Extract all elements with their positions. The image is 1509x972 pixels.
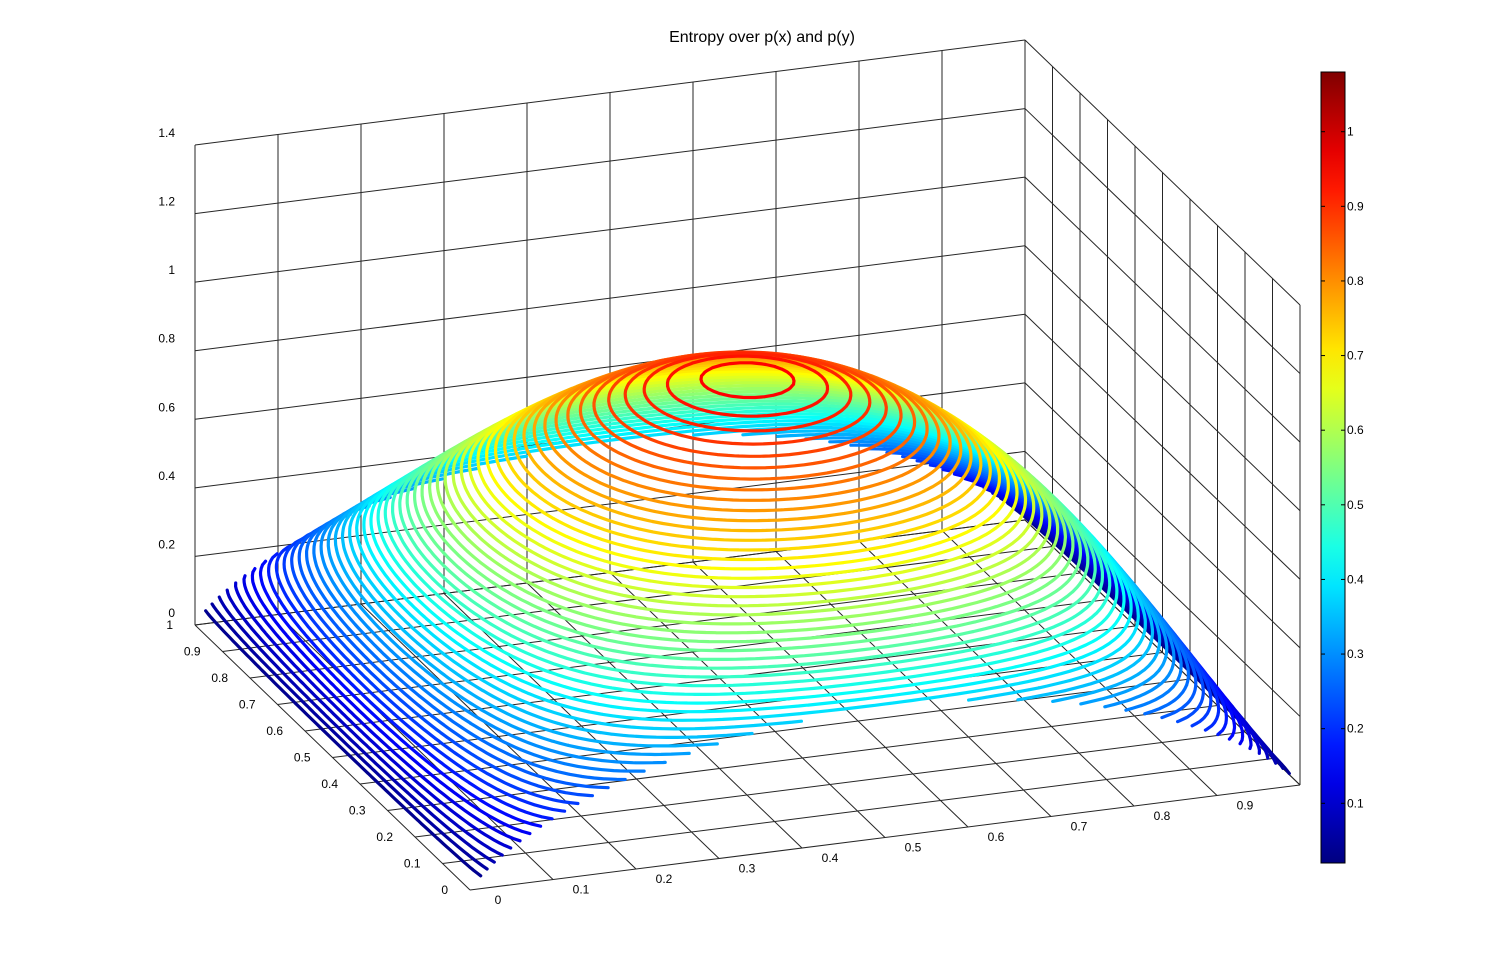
y-tick-label: 0 bbox=[441, 883, 448, 897]
colorbar-gradient bbox=[1320, 71, 1346, 864]
z-tick-label: 1 bbox=[168, 263, 175, 277]
y-tick-label: 0.7 bbox=[239, 698, 256, 712]
contour-level bbox=[420, 392, 1075, 644]
contour-level bbox=[398, 402, 1097, 670]
tick-labels: 0 0.1 0.2 0.3 0.4 0.5 0.6 0.7 0.8 0.9 0 0.1 0.2 0.3 0.… bbox=[158, 126, 1253, 907]
z-tick-label: 0.4 bbox=[158, 469, 175, 483]
z-tick-label: 0.6 bbox=[158, 400, 175, 414]
colorbar-tick-label: 0.7 bbox=[1347, 349, 1364, 363]
x-tick-label: 0.8 bbox=[1154, 809, 1171, 823]
wall-x1-horizontal bbox=[1024, 176, 1301, 443]
contour-level bbox=[642, 351, 853, 433]
axes-grid bbox=[194, 39, 1301, 891]
contour-level bbox=[362, 419, 1133, 714]
wall-y1-horizontal bbox=[194, 108, 1026, 215]
wall-y1-horizontal bbox=[194, 176, 1026, 283]
y-tick-label: 0.4 bbox=[321, 777, 338, 791]
floor-gridline-y bbox=[332, 652, 1163, 758]
z-tick-label: 1.2 bbox=[158, 195, 175, 209]
z-tick-label: 0.8 bbox=[158, 332, 175, 346]
x-tick-label: 0.1 bbox=[573, 883, 590, 897]
floor-gridline-y bbox=[277, 599, 1108, 705]
colorbar-tick-label: 0.5 bbox=[1347, 498, 1364, 512]
floor-gridline-x bbox=[941, 530, 1218, 796]
y-tick-label: 0.6 bbox=[266, 724, 283, 738]
colorbar-tick-label: 0.3 bbox=[1347, 647, 1364, 661]
wall-x1-horizontal bbox=[1024, 451, 1301, 717]
x-tick-label: 0.9 bbox=[1237, 799, 1254, 813]
colorbar: 0.1 0.2 0.3 0.4 0.5 0.6 0.7 0.8 0.9 1 bbox=[1320, 71, 1364, 864]
x-tick-label: 0.6 bbox=[988, 830, 1005, 844]
wall-y1-horizontal bbox=[194, 245, 1026, 352]
contour-level bbox=[665, 354, 830, 418]
y-tick-label: 1 bbox=[166, 618, 173, 632]
wall-x1-horizontal bbox=[1024, 108, 1301, 374]
colorbar-tick-label: 0.1 bbox=[1347, 796, 1364, 810]
contour-level bbox=[443, 383, 1052, 617]
colorbar-tick-label: 0.2 bbox=[1347, 722, 1364, 736]
wall-y1-horizontal bbox=[194, 313, 1026, 420]
y-tick-label: 0.3 bbox=[349, 804, 366, 818]
y-tick-label: 0.9 bbox=[184, 645, 201, 659]
wall-x1-horizontal bbox=[1024, 39, 1301, 306]
colorbar-tick-label: 0.4 bbox=[1347, 572, 1364, 586]
wall-x1-horizontal bbox=[1024, 519, 1301, 786]
y-tick-label: 0.5 bbox=[294, 751, 311, 765]
colorbar-tick-label: 0.6 bbox=[1347, 423, 1364, 437]
x-tick-label: 0.4 bbox=[822, 851, 839, 865]
colorbar-tick-label: 0.8 bbox=[1347, 274, 1364, 288]
x-tick-label: 0 bbox=[495, 893, 502, 907]
colorbar-tick-label: 0.9 bbox=[1347, 199, 1364, 213]
floor-gridline-x bbox=[858, 540, 1135, 807]
colorbar-tick-label: 1 bbox=[1347, 125, 1354, 139]
x-tick-label: 0.3 bbox=[739, 862, 756, 876]
y-tick-label: 0.2 bbox=[376, 830, 393, 844]
wall-y1-horizontal bbox=[194, 39, 1026, 146]
z-tick-label: 0 bbox=[168, 606, 175, 620]
wall-x1-horizontal bbox=[1024, 245, 1301, 512]
z-tick-label: 0.2 bbox=[158, 537, 175, 551]
x-tick-label: 0.2 bbox=[656, 872, 673, 886]
y-tick-label: 0.1 bbox=[404, 857, 421, 871]
wall-x1-horizontal bbox=[1024, 313, 1301, 580]
wall-x1-horizontal bbox=[1024, 382, 1301, 649]
x-tick-label: 0.7 bbox=[1071, 820, 1088, 834]
contour-level bbox=[242, 481, 1253, 843]
chart-title: Entropy over p(x) and p(y) bbox=[669, 29, 855, 46]
z-tick-label: 1.4 bbox=[158, 126, 175, 140]
contour-level bbox=[623, 350, 872, 446]
y-tick-label: 0.8 bbox=[211, 671, 228, 685]
x-tick-label: 0.5 bbox=[905, 841, 922, 855]
contour-level bbox=[699, 361, 796, 400]
surface-contours bbox=[204, 350, 1291, 878]
